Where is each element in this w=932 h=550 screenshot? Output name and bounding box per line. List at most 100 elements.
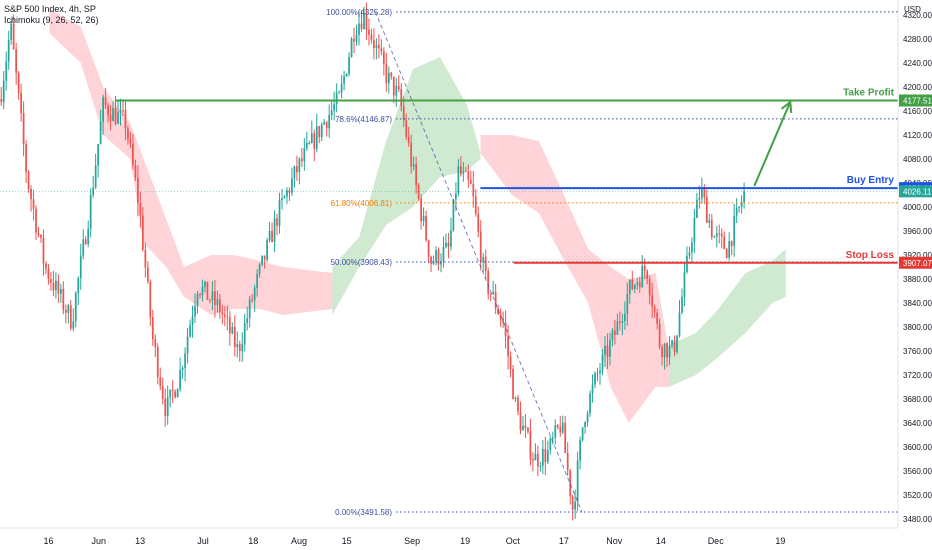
candle-body <box>718 233 721 235</box>
candle <box>233 315 236 357</box>
candle-body <box>430 256 432 264</box>
y-tick-label: 3720.00 <box>903 371 932 380</box>
candle-body <box>141 215 144 250</box>
candle-body <box>534 453 537 461</box>
fib-swing-line <box>374 11 583 513</box>
candle-body <box>291 178 293 193</box>
candle-body <box>298 158 301 173</box>
candle <box>681 288 683 315</box>
candle <box>591 374 594 403</box>
y-tick-label: 4160.00 <box>903 107 932 116</box>
candle-body <box>134 165 137 179</box>
candle <box>129 131 132 149</box>
candle <box>7 30 10 70</box>
candle <box>663 343 666 370</box>
candle <box>390 72 393 80</box>
candle-body <box>112 107 114 122</box>
level-name-buy-entry: Buy Entry <box>847 175 895 186</box>
y-tick-label: 3480.00 <box>903 515 932 524</box>
candle <box>422 207 425 227</box>
candle-body <box>122 110 124 112</box>
indicator-label: Ichimoku (9, 26, 52, 26) <box>4 15 99 25</box>
candle <box>723 231 726 250</box>
candle-body <box>425 216 427 241</box>
candle <box>733 203 736 257</box>
candle-body <box>196 293 199 306</box>
candle-body <box>129 139 132 144</box>
candle-body <box>238 343 241 352</box>
candle <box>668 336 671 366</box>
candle-body <box>693 217 696 243</box>
candle-body <box>405 120 408 137</box>
candle-body <box>226 316 229 318</box>
candle <box>276 213 278 236</box>
candle <box>459 156 462 177</box>
candle-body <box>594 373 596 385</box>
candle-body <box>696 199 698 218</box>
candle-body <box>556 425 559 428</box>
candle <box>683 262 686 307</box>
candle-body <box>589 393 591 414</box>
candle-body <box>221 312 224 315</box>
candle-body <box>139 203 142 216</box>
candle <box>137 165 139 217</box>
candle-body <box>390 72 393 77</box>
candle <box>651 282 654 319</box>
candle <box>89 188 92 238</box>
candle <box>320 122 323 142</box>
candle-body <box>236 343 239 348</box>
candle <box>296 155 298 181</box>
candle-body <box>109 115 112 122</box>
x-tick-label: Aug <box>291 536 307 546</box>
candle-body <box>276 218 278 226</box>
candle <box>263 255 266 269</box>
candle-body <box>671 340 673 346</box>
y-tick-label: 3880.00 <box>903 275 932 284</box>
candle-body <box>243 323 246 345</box>
candle <box>166 385 169 425</box>
candle-body <box>442 246 445 262</box>
candle <box>420 194 422 230</box>
candle-body <box>305 143 308 149</box>
candle-body <box>576 460 579 502</box>
candle-body <box>74 292 77 322</box>
candle-body <box>497 308 500 315</box>
candle-body <box>154 339 157 348</box>
candle <box>194 293 196 323</box>
candle <box>546 440 549 465</box>
candle-body <box>733 215 736 246</box>
candle-body <box>266 240 268 260</box>
candle <box>611 327 614 347</box>
candle <box>303 137 306 171</box>
candle <box>343 70 345 91</box>
y-tick-label: 3600.00 <box>903 443 932 452</box>
candle-body <box>482 256 485 262</box>
candle <box>559 416 562 437</box>
candle-body <box>308 142 311 144</box>
candle <box>584 421 586 435</box>
candle <box>544 436 547 476</box>
y-tick-label: 3800.00 <box>903 323 932 332</box>
candle-body <box>370 34 373 40</box>
candle-body <box>55 280 57 291</box>
y-tick-label: 4240.00 <box>903 59 932 68</box>
candle <box>221 304 224 325</box>
candle-body <box>435 249 437 262</box>
candle-body <box>683 271 686 297</box>
candle-body <box>668 345 671 358</box>
candle <box>335 83 338 113</box>
candle <box>512 365 514 400</box>
candle-body <box>691 242 693 253</box>
candle <box>219 293 221 319</box>
candle <box>5 51 8 91</box>
candle <box>564 416 567 454</box>
candle <box>159 367 162 391</box>
ichimoku-cloud-bull <box>332 57 481 315</box>
candle-body <box>715 233 718 237</box>
symbol-label: S&P 500 Index, 4h, SP <box>4 4 96 14</box>
candle-body <box>579 440 581 461</box>
candle <box>325 120 328 137</box>
candle-body <box>710 220 713 238</box>
candle <box>400 83 403 112</box>
